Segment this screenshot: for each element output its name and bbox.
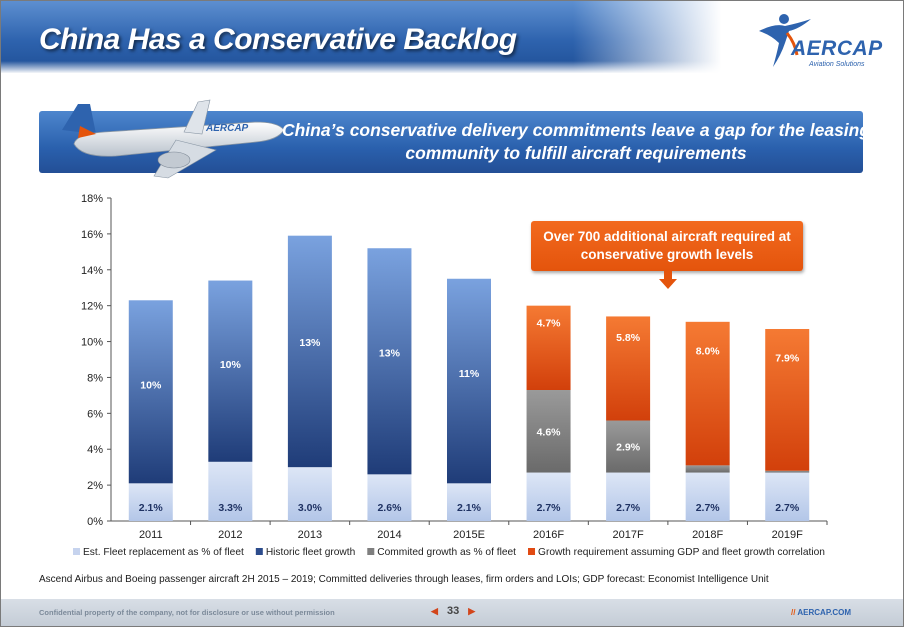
next-page-icon[interactable]: ▶ [468,606,476,616]
page-number: 33 [446,605,460,617]
legend-swatch [367,548,375,555]
data-label: 13% [299,337,321,349]
x-tick-label: 2017F [613,529,644,541]
url-text: AERCAP.COM [797,608,852,617]
y-tick-label: 6% [87,408,103,420]
data-label: 11% [459,368,480,380]
data-label: 2.7% [775,502,800,514]
legend-label: Growth requirement assuming GDP and flee… [538,547,825,558]
bar-est-replacement [526,472,571,521]
bar-est-replacement [685,472,730,521]
header-swoosh [1,61,903,79]
x-tick-label: 2011 [139,529,163,541]
bar-est-replacement [447,483,491,521]
bar-historic-growth [208,280,253,462]
bar-committed-growth [765,470,810,473]
x-tick-label: 2012 [218,529,242,541]
bar-committed-growth [606,420,651,473]
aercap-figure-logo-icon [759,14,811,67]
bar-growth-requirement [685,321,730,466]
prev-page-icon[interactable]: ◀ [431,606,438,616]
bar-historic-growth [128,300,173,484]
bar-historic-growth [447,278,491,484]
bar-est-replacement [367,474,412,521]
data-label: 2.7% [537,502,562,514]
bar-est-replacement [128,483,173,521]
data-label: 4.6% [537,426,562,438]
bar-est-replacement [208,461,253,521]
confidential-notice: Confidential property of the company, no… [39,608,335,617]
y-tick-label: 12% [81,301,103,313]
legend-label: Historic fleet growth [266,547,355,558]
bar-est-replacement [606,472,651,521]
x-tick-label: 2018F [692,529,723,541]
data-label: 13% [379,347,401,359]
data-label: 10% [140,379,162,391]
callout-arrow-icon [659,271,677,289]
footer-url[interactable]: // AERCAP.COM [791,608,851,617]
legend-swatch [73,548,80,555]
y-tick-label: 4% [87,444,103,456]
y-tick-label: 18% [81,193,103,205]
data-label: 10% [220,359,242,371]
source-note: Ascend Airbus and Boeing passenger aircr… [39,574,769,585]
bar-historic-growth [287,235,332,468]
airplane-image: AERCAP [62,99,285,179]
url-prefix: // [791,608,796,617]
y-tick-label: 14% [81,265,103,277]
plane-livery-text: AERCAP [205,123,249,134]
x-tick-label: 2016F [533,529,564,541]
bar-est-replacement [287,467,332,521]
slide-title: China Has a Conservative Backlog [39,23,517,56]
callout-box: Over 700 additional aircraft required at… [531,221,803,271]
legend-swatch [255,548,263,555]
stacked-bar-chart: 0% 2% 4% 6% 8% 10% 12% 14% 16% 18% 2.1% 10% 2011 3.3%… [73,193,828,558]
data-label: 2.1% [139,502,164,514]
data-label: 2.7% [696,502,721,514]
y-tick-label: 2% [87,480,103,492]
y-tick-label: 16% [81,229,103,241]
bar-growth-requirement [765,328,810,471]
bar-growth-requirement [606,316,651,421]
bar-historic-growth [367,248,412,475]
data-label: 2.9% [616,442,641,454]
page-navigator: ◀ 33 ▶ [431,605,475,617]
data-label: 7.9% [775,352,800,364]
banner-text: China’s conservative delivery commitment… [281,120,871,163]
data-label: 4.7% [537,318,562,330]
x-tick-label: 2014 [377,529,401,541]
bar-growth-requirement [526,305,571,391]
data-label: 2.7% [616,502,641,514]
legend-label: Est. Fleet replacement as % of fleet [83,547,244,558]
x-tick-label: 2019F [772,529,803,541]
x-tick-label: 2015E [453,529,485,541]
footer-bar [1,599,903,626]
x-tick-label: 2013 [298,529,322,541]
data-label: 5.8% [616,332,641,344]
legend-label: Commited growth as % of fleet [377,547,516,558]
y-tick-label: 0% [87,516,103,528]
y-tick-label: 8% [87,372,103,384]
legend-swatch [528,548,536,555]
data-label: 2.6% [377,502,402,514]
bar-committed-growth [685,465,730,473]
data-label: 3.0% [298,502,323,514]
logo-wordmark: AERCAP [791,37,883,60]
bar-est-replacement [765,472,810,521]
data-label: 3.3% [218,502,243,514]
bar-committed-growth [526,390,571,473]
logo-subtitle: Aviation Solutions [809,61,865,68]
data-label: 2.1% [457,502,482,514]
y-tick-label: 10% [81,337,103,349]
data-label: 8.0% [696,346,721,358]
